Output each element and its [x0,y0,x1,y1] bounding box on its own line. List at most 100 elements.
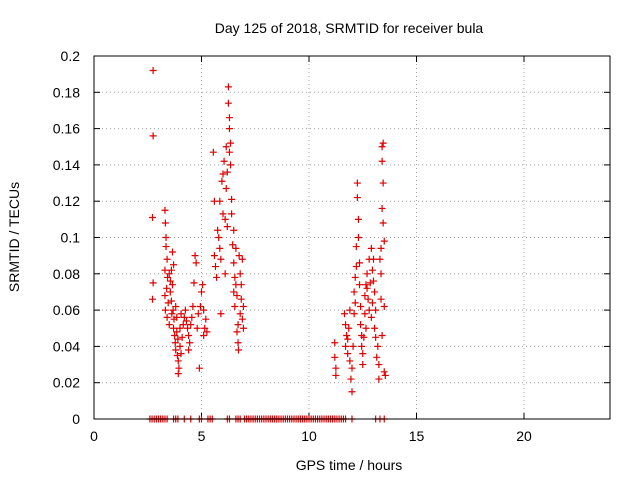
data-point [172,302,180,310]
data-point [379,219,387,227]
data-point [346,306,354,314]
data-point [236,310,244,318]
data-point [348,388,356,396]
data-point [233,292,241,300]
data-point [168,310,176,318]
data-point [368,266,376,274]
y-tick-label: 0.08 [53,266,80,282]
y-tick-label: 0.02 [53,375,80,391]
data-point [366,279,374,287]
data-point [237,295,245,303]
data-point [191,252,199,260]
data-point [203,328,211,336]
data-point [232,244,240,252]
data-point [218,177,226,185]
data-point [166,288,174,296]
data-point [349,342,357,350]
data-point [234,346,242,354]
data-point [213,273,221,281]
data-point [370,277,377,285]
data-point [367,313,375,321]
data-point [375,375,383,383]
data-point [168,281,176,289]
data-point [344,350,352,358]
data-point [199,281,207,289]
data-point [188,313,196,321]
data-point [372,333,380,341]
data-point [184,324,192,332]
y-tick-label: 0.06 [53,302,80,318]
data-point [371,324,379,332]
data-point [189,302,197,310]
data-point [174,370,182,378]
data-point [163,313,171,321]
data-point [238,315,246,323]
data-point [231,302,239,310]
data-point [163,284,171,292]
data-points [146,67,389,423]
data-point [233,328,241,336]
data-point [364,295,372,303]
data-point [359,361,367,369]
data-point [345,324,353,332]
data-point [175,364,183,372]
data-point [378,157,386,165]
data-point [177,310,185,318]
data-point [352,263,360,271]
data-point [376,255,384,263]
data-point [217,255,225,263]
data-point [200,332,208,340]
data-point [362,324,370,332]
data-point [368,299,376,307]
data-point [229,241,237,249]
data-point [148,295,156,303]
data-point [162,243,170,251]
data-point [346,357,354,365]
data-point [373,353,381,361]
data-point [222,143,230,151]
data-point [379,139,387,147]
data-point [176,324,184,332]
grid-lines [94,56,610,419]
data-point [198,288,205,296]
data-point [230,226,238,234]
data-point [354,215,362,223]
data-point [187,321,195,329]
data-point [342,321,350,329]
data-point [216,244,224,252]
data-point [377,295,385,303]
data-point [237,281,245,289]
data-point [219,210,227,218]
data-point [182,317,190,325]
data-point [168,248,176,256]
data-point [235,252,243,260]
data-point [179,321,187,329]
data-point [185,332,193,340]
data-point [162,234,170,241]
data-point [201,324,209,332]
x-tick-label: 20 [516,428,532,444]
data-point [178,333,186,341]
data-point [224,99,232,107]
data-point [344,335,352,343]
data-point [370,255,377,263]
chart-title: Day 125 of 2018, SRMTID for receiver bul… [215,20,484,36]
data-point [367,244,375,252]
data-point [195,364,203,372]
data-point [234,321,242,329]
data-point [196,302,204,310]
data-point [216,197,224,205]
data-point [177,350,185,358]
data-point [374,342,382,350]
data-point [167,266,175,274]
data-point [231,273,239,281]
plot-frame [93,55,611,420]
data-point [161,306,169,314]
data-point [350,310,358,318]
data-point [225,114,233,122]
data-point [221,215,229,223]
data-point [165,321,173,329]
data-point [166,277,174,285]
data-point [223,223,231,231]
data-point [378,332,386,340]
